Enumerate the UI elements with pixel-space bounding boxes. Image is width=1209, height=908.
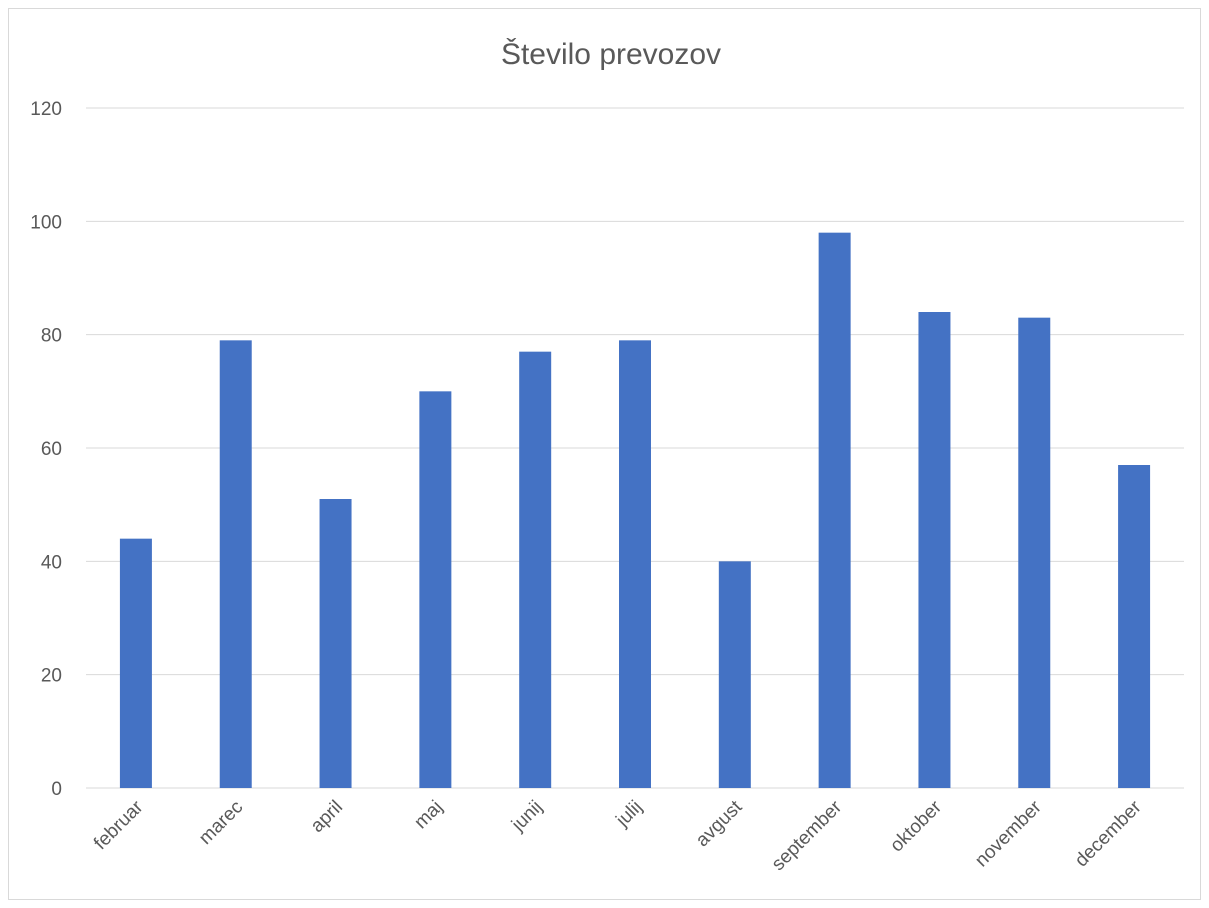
bar-oktober bbox=[918, 312, 951, 788]
x-tick-label-marec: marec bbox=[195, 797, 247, 849]
x-tick-label-maj: maj bbox=[410, 797, 447, 834]
x-tick-label-september: september bbox=[768, 796, 847, 875]
y-tick-label: 20 bbox=[41, 666, 62, 687]
y-tick-label: 0 bbox=[51, 779, 62, 800]
x-tick-label-junij: junij bbox=[507, 797, 546, 836]
bar-februar bbox=[119, 538, 152, 788]
x-tick-label-april: april bbox=[307, 797, 347, 837]
chart-title: Število prevozov bbox=[501, 37, 721, 71]
y-tick-label: 80 bbox=[41, 326, 62, 347]
y-tick-label: 100 bbox=[30, 212, 62, 233]
bar-marec bbox=[219, 340, 252, 788]
bars bbox=[119, 232, 1151, 788]
y-tick-label: 120 bbox=[30, 99, 62, 120]
bar-junij bbox=[519, 351, 552, 788]
x-tick-label-avgust: avgust bbox=[692, 796, 747, 851]
x-tick-label-november: november bbox=[971, 796, 1046, 871]
y-tick-label: 60 bbox=[41, 439, 62, 460]
x-tick-label-februar: februar bbox=[90, 796, 148, 854]
y-tick-label: 40 bbox=[41, 552, 62, 573]
bar-december bbox=[1118, 465, 1151, 788]
bar-september bbox=[818, 232, 851, 788]
x-axis-tick-labels: februar marec april maj junij julij avgust sept… bbox=[90, 796, 1146, 875]
x-tick-label-julij: julij bbox=[612, 797, 647, 832]
bar-avgust bbox=[718, 561, 751, 788]
bar-julij bbox=[619, 340, 651, 788]
bar-april bbox=[319, 499, 352, 788]
x-tick-label-oktober: oktober bbox=[886, 796, 946, 856]
chart-frame bbox=[8, 8, 1201, 900]
y-axis-tick-labels: 0 20 40 60 80 100 120 bbox=[30, 99, 62, 800]
bar-maj bbox=[419, 391, 452, 788]
gridlines bbox=[86, 107, 1184, 789]
x-tick-label-december: december bbox=[1071, 796, 1146, 871]
bar-november bbox=[1018, 317, 1051, 788]
